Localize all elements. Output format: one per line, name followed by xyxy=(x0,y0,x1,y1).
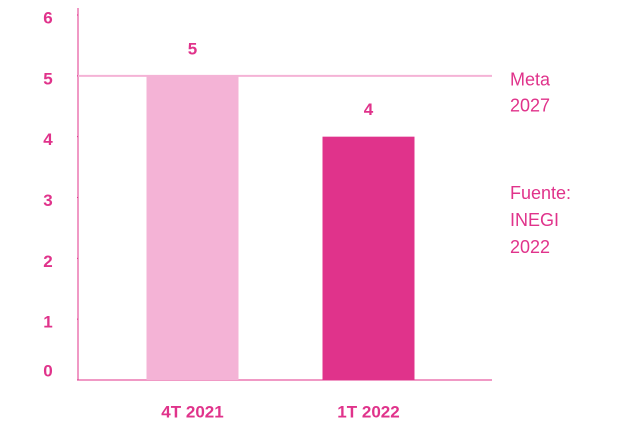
bar xyxy=(322,136,415,380)
x-tick-label: 4T 2021 xyxy=(161,402,223,421)
annotation: INEGI xyxy=(510,210,559,230)
target-label: Meta xyxy=(510,70,551,90)
value-label: 5 xyxy=(188,39,197,58)
y-tick-label: 0 xyxy=(43,361,52,380)
y-tick-label: 6 xyxy=(43,8,52,27)
target-label: 2027 xyxy=(510,96,550,116)
y-tick-label: 2 xyxy=(43,252,52,271)
y-tick-label: 3 xyxy=(43,191,52,210)
value-label: 4 xyxy=(364,100,374,119)
y-tick-label: 1 xyxy=(43,313,52,332)
annotation: Fuente: xyxy=(510,183,571,203)
x-tick-label: 1T 2022 xyxy=(337,402,399,421)
y-tick-label: 5 xyxy=(43,69,52,88)
bar xyxy=(146,75,239,380)
y-tick-label: 4 xyxy=(43,130,53,149)
annotation: 2022 xyxy=(510,237,550,257)
